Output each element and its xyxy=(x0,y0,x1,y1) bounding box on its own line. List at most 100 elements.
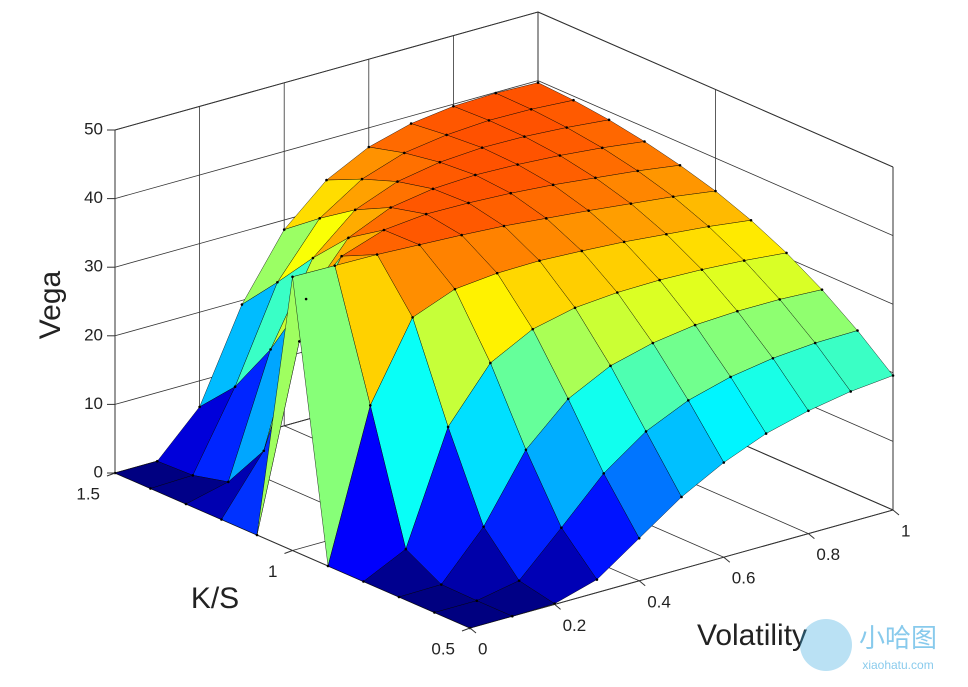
x-tick-label: 0.8 xyxy=(816,545,840,564)
surface-vertex xyxy=(482,525,485,529)
x-tick xyxy=(469,627,477,634)
surface-vertex xyxy=(240,303,244,306)
surface-vertex xyxy=(594,176,597,180)
surface-vertex xyxy=(375,253,379,256)
y-tick xyxy=(461,627,471,632)
surface-vertex xyxy=(602,472,605,475)
surface-vertex xyxy=(785,251,788,255)
surface-vertex xyxy=(749,218,753,222)
surface-vertex xyxy=(524,448,528,452)
surface-vertex xyxy=(409,122,413,125)
surface-vertex xyxy=(255,533,259,537)
surface-vertex xyxy=(714,189,717,193)
surface-vertex xyxy=(607,118,611,122)
surface-vertex xyxy=(220,518,223,521)
surface-vertex xyxy=(558,154,562,157)
surface-vertex xyxy=(644,430,648,433)
surface-vertex xyxy=(820,288,824,291)
surface-vertex xyxy=(764,432,768,435)
surface-vertex xyxy=(502,224,506,228)
surface-vertex xyxy=(494,91,498,95)
surface-vertex xyxy=(325,178,328,182)
surface-vertex xyxy=(573,306,577,310)
surface-vertex xyxy=(658,278,661,282)
x-tick-label: 0.2 xyxy=(563,616,587,635)
surface-vertex xyxy=(771,356,775,360)
surface-vertex xyxy=(382,228,386,232)
z-tick-label: 30 xyxy=(84,257,103,276)
surface-vertex xyxy=(637,536,641,540)
surface-vertex xyxy=(609,364,612,368)
y-tick xyxy=(106,472,116,477)
surface-vertex xyxy=(680,495,683,499)
surface-vertex xyxy=(665,232,668,236)
surface-vertex xyxy=(362,580,365,583)
surface-vertex xyxy=(595,578,599,581)
surface-vertex xyxy=(523,135,526,138)
surface-vertex xyxy=(418,243,421,247)
surface-vertex xyxy=(700,268,704,271)
z-tick-label: 50 xyxy=(84,119,103,138)
surface-vertex xyxy=(474,173,477,177)
surface-vertex xyxy=(891,374,895,377)
z-tick-label: 0 xyxy=(94,462,103,481)
surface-vertex xyxy=(616,291,619,294)
z-tick-label: 10 xyxy=(84,394,103,413)
surface-vertex xyxy=(347,236,350,240)
surface-vertex xyxy=(600,146,604,150)
surface-vertex xyxy=(651,341,655,345)
surface-vertex xyxy=(565,126,568,129)
surface-vertex xyxy=(572,98,575,102)
surface-vertex xyxy=(536,81,540,84)
surface-vertex xyxy=(480,146,484,149)
surface-vertex xyxy=(333,264,337,267)
surface-vertex xyxy=(489,361,492,365)
x-tick xyxy=(723,556,731,563)
x-tick xyxy=(892,509,900,516)
surface-vertex xyxy=(340,254,343,258)
surface-vertex xyxy=(298,340,301,343)
surface-vertex xyxy=(509,191,513,195)
surface-vertex xyxy=(516,163,519,166)
surface-vertex xyxy=(367,145,371,149)
surface-vertex xyxy=(849,390,852,393)
surface-vertex xyxy=(636,169,639,173)
surface-vertex xyxy=(551,183,555,187)
x-tick xyxy=(808,533,815,539)
surface-vertex xyxy=(693,323,697,327)
grid-line xyxy=(114,80,539,199)
y-axis-label: K/S xyxy=(191,582,239,615)
surface-vertex xyxy=(304,297,308,301)
surface-vertex xyxy=(411,316,414,319)
surface-vertex xyxy=(269,348,272,351)
surface-vertex xyxy=(397,595,401,599)
surface-vertex xyxy=(487,119,491,122)
surface-vertex xyxy=(678,163,682,167)
surface-vertex xyxy=(475,599,479,602)
surface-vertex xyxy=(318,217,322,220)
surface-vertex xyxy=(729,375,732,379)
surface-vertex xyxy=(369,404,372,407)
surface-vertex xyxy=(276,280,279,284)
surface-vertex xyxy=(311,256,315,260)
surface-vertex xyxy=(529,107,533,111)
surface-vertex xyxy=(545,217,548,220)
surface-vertex xyxy=(643,140,646,143)
surface-vertex xyxy=(467,201,470,205)
surface-vertex xyxy=(360,177,364,181)
surface-vertex xyxy=(566,397,570,401)
surface-vertex xyxy=(198,405,201,409)
surface-vertex xyxy=(438,160,442,164)
surface-vertex xyxy=(495,271,499,275)
surface-vertex xyxy=(445,133,448,137)
y-tick-label: 0.5 xyxy=(431,639,455,658)
surface-vertex xyxy=(742,259,746,262)
surface-vertex xyxy=(736,309,739,313)
surface-vertex xyxy=(291,275,294,279)
surface-vertex xyxy=(282,228,286,231)
surface-vertex xyxy=(389,206,393,209)
surface-vertex xyxy=(453,287,457,291)
surface-vertex xyxy=(707,225,710,228)
z-axis-label: Vega xyxy=(34,270,67,339)
